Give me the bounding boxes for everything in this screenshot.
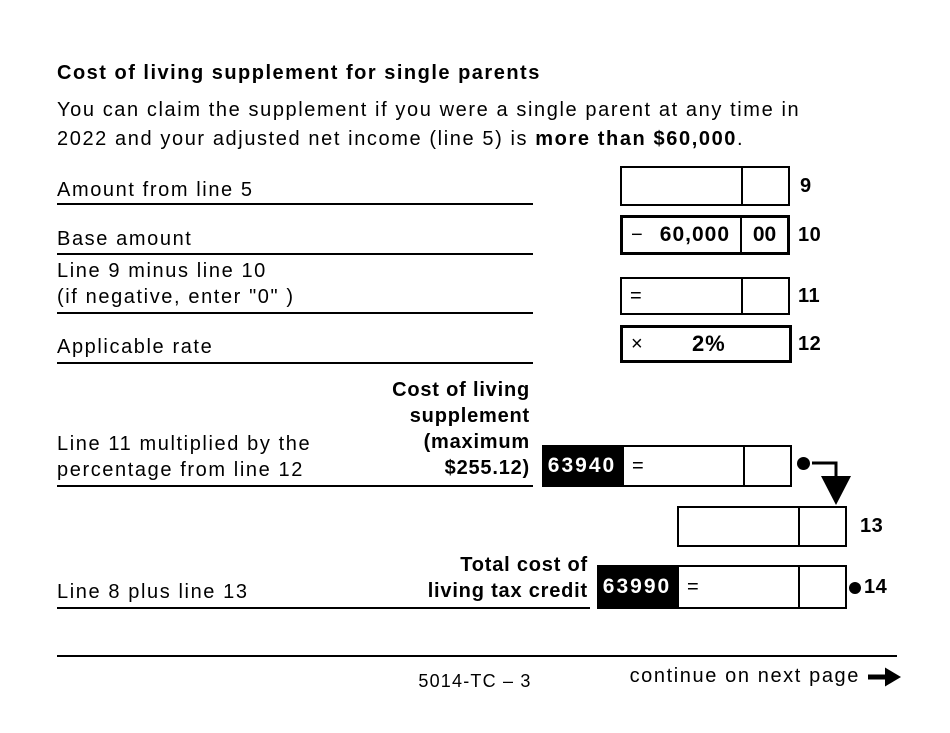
- line13-number: 13: [860, 515, 884, 537]
- intro-bold-amount: more than $60,000: [535, 128, 738, 150]
- bullet-icon: [797, 457, 810, 470]
- line9-number: 9: [800, 175, 812, 197]
- line12-rate-value: 2%: [691, 331, 726, 356]
- field-code-63990: 63990: [597, 565, 677, 609]
- line11-dollars-field[interactable]: =: [622, 279, 741, 313]
- line13-dollars-field[interactable]: [679, 508, 798, 545]
- line11-cents-field[interactable]: [741, 279, 788, 313]
- row14-underline: [57, 607, 590, 609]
- field-63940-amount-box: =: [622, 445, 792, 487]
- field-code-63940: 63940: [542, 445, 622, 487]
- mid-underline: [57, 485, 533, 487]
- line10-base-amount: 60,000: [659, 223, 730, 246]
- line9-dollars-field[interactable]: [622, 168, 741, 204]
- equals-operator: =: [630, 284, 642, 307]
- row10-label: Base amount: [57, 228, 193, 250]
- continue-arrow-icon: [868, 667, 901, 686]
- row12-label: Applicable rate: [57, 336, 214, 358]
- intro-paragraph: You can claim the supplement if you were…: [57, 96, 927, 154]
- line14-marker: 14: [849, 576, 887, 599]
- row11-label: Line 9 minus line 10 (if negative, enter…: [57, 260, 295, 308]
- field-63990-dollars-field[interactable]: =: [679, 567, 798, 607]
- intro-line2: 2022 and your adjusted net income (line …: [57, 128, 745, 150]
- row14-label: Line 8 plus line 13: [57, 581, 249, 603]
- line9-amount-box: [620, 166, 790, 206]
- footer-divider: [57, 655, 897, 657]
- mid-bold-label: Cost of living supplement (maximum $255.…: [392, 379, 530, 479]
- intro-line1: You can claim the supplement if you were…: [57, 99, 801, 121]
- line10-dollars-cell: − 60,000: [623, 218, 740, 252]
- equals-operator: =: [632, 454, 644, 477]
- continue-text: continue on next page: [629, 665, 860, 687]
- continue-note: continue on next page: [590, 665, 902, 688]
- carry-down-arrow-icon: [812, 461, 851, 505]
- bullet-icon: [849, 581, 861, 594]
- section-heading: Cost of living supplement for single par…: [57, 62, 541, 84]
- line13-cents-field[interactable]: [798, 508, 845, 545]
- row9-underline: [57, 203, 533, 205]
- line12-rate-cell: × 2%: [623, 328, 789, 360]
- minus-operator: −: [631, 223, 643, 246]
- line10-amount-box: − 60,000 00: [620, 215, 790, 255]
- form-page-code: 5014-TC – 3: [418, 671, 532, 691]
- row9-label: Amount from line 5: [57, 179, 254, 201]
- line9-cents-field[interactable]: [741, 168, 788, 204]
- equals-operator: =: [687, 575, 699, 598]
- row10-underline: [57, 253, 533, 255]
- field-63940-dollars-field[interactable]: =: [624, 447, 743, 485]
- multiply-operator: ×: [631, 332, 643, 355]
- line13-amount-box: [677, 506, 847, 547]
- row12-underline: [57, 362, 533, 364]
- line14-number: 14: [864, 576, 888, 598]
- line10-number: 10: [798, 224, 822, 246]
- field-63940-cents-field[interactable]: [743, 447, 790, 485]
- line11-amount-box: =: [620, 277, 790, 315]
- field-63990-cents-field[interactable]: [798, 567, 845, 607]
- row14-bold-label: Total cost of living tax credit: [427, 554, 588, 602]
- line11-number: 11: [798, 285, 821, 307]
- line10-cents-cell: 00: [740, 218, 787, 252]
- line12-rate-box: × 2%: [620, 325, 792, 363]
- row11-underline: [57, 312, 533, 314]
- line12-number: 12: [798, 333, 822, 355]
- field-63990-amount-box: =: [677, 565, 847, 609]
- mid-label: Line 11 multiplied by the percentage fro…: [57, 433, 312, 481]
